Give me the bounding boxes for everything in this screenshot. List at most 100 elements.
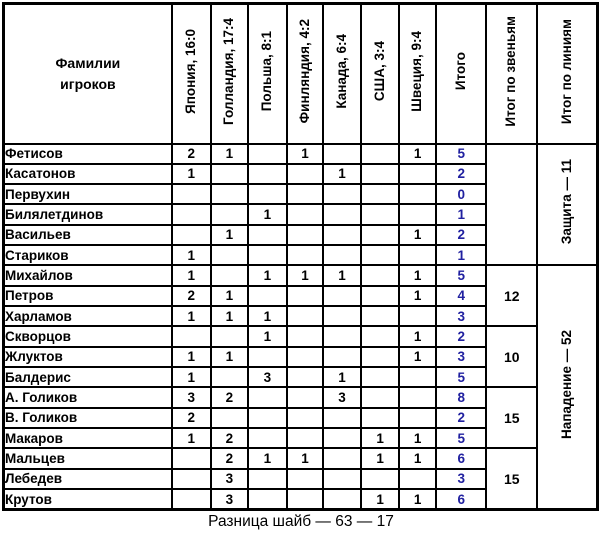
goal-cell — [246, 427, 288, 450]
goal-cell — [285, 467, 325, 491]
goal-cell: 1 — [398, 447, 438, 470]
total-column-header: Итого — [435, 2, 488, 145]
goal-cell — [246, 284, 288, 308]
match-column-header: Швеция, 9:4 — [398, 2, 438, 145]
line-total-column-header: Итог по линиям — [536, 2, 599, 145]
goal-cell: 2 — [209, 447, 249, 470]
goal-cell — [285, 305, 325, 328]
goal-cell — [246, 223, 288, 247]
total-cell: 2 — [435, 325, 488, 348]
goal-cell — [321, 183, 363, 206]
goal-cell: 1 — [398, 427, 438, 450]
player-name-cell: Скворцов — [2, 325, 173, 348]
goal-cell: 1 — [246, 305, 288, 328]
goal-cell: 1 — [398, 142, 438, 165]
goal-cell — [285, 244, 325, 267]
line-total-cell: Защита — 11 — [536, 142, 599, 267]
total-cell: 6 — [435, 447, 488, 470]
total-cell: 3 — [435, 305, 488, 328]
goal-cell — [360, 345, 401, 369]
goal-cell — [170, 223, 212, 247]
match-column-header-label: Канада, 6:4 — [333, 33, 349, 109]
goal-cell: 1 — [398, 325, 438, 348]
match-column-header-label: Голландия, 17:4 — [220, 17, 236, 125]
goal-cell — [360, 183, 401, 206]
player-name-cell: Макаров — [2, 427, 173, 450]
goal-cell — [321, 223, 363, 247]
goal-cell — [398, 203, 438, 226]
goal-cell: 1 — [360, 447, 401, 470]
total-cell: 6 — [435, 488, 488, 511]
match-column-header-label: США, 3:4 — [371, 41, 387, 102]
goal-cell — [246, 244, 288, 267]
total-cell: 2 — [435, 406, 488, 430]
total-cell: 1 — [435, 203, 488, 226]
table-row: Харламов 1 1 1 3 — [2, 305, 598, 328]
goal-cell: 2 — [209, 386, 249, 409]
unit-total-cell: 15 — [485, 386, 539, 450]
player-name-cell: Крутов — [2, 488, 173, 511]
goal-cell — [246, 386, 288, 409]
goal-cell: 1 — [170, 162, 212, 186]
total-cell: 2 — [435, 223, 488, 247]
total-cell: 0 — [435, 183, 488, 206]
goal-cell: 1 — [398, 264, 438, 287]
goal-cell — [285, 488, 325, 511]
player-name-cell: В. Голиков — [2, 406, 173, 430]
goal-cell: 2 — [209, 427, 249, 450]
goal-cell — [360, 325, 401, 348]
unit-total-cell: 10 — [485, 325, 539, 389]
goal-cell — [360, 223, 401, 247]
goal-cell: 1 — [170, 427, 212, 450]
goal-cell — [209, 183, 249, 206]
player-name-cell: Михайлов — [2, 264, 173, 287]
goal-cell — [321, 406, 363, 430]
player-name-cell: Жлуктов — [2, 345, 173, 369]
goal-cell: 2 — [170, 406, 212, 430]
goal-cell: 1 — [398, 284, 438, 308]
table-row: Васильев 1 1 2 — [2, 223, 598, 247]
goal-cell: 1 — [246, 203, 288, 226]
goal-cell — [209, 366, 249, 389]
match-column-header: Япония, 16:0 — [170, 2, 212, 145]
goal-cell — [246, 406, 288, 430]
goal-cell — [246, 467, 288, 491]
goal-cell: 1 — [209, 345, 249, 369]
table-caption: Разница шайб — 63 — 17 — [208, 513, 394, 530]
goal-cell — [398, 162, 438, 186]
goal-cell: 1 — [209, 284, 249, 308]
table-row: Первухин 0 — [2, 183, 598, 206]
total-cell: 5 — [435, 264, 488, 287]
total-cell: 5 — [435, 142, 488, 165]
unit-total-column-header-label: Итог по звеньям — [503, 15, 519, 127]
line-total-label: Нападение — 52 — [558, 330, 574, 440]
goal-cell — [398, 386, 438, 409]
player-name-cell: Фетисов — [2, 142, 173, 165]
goal-cell: 1 — [360, 427, 401, 450]
goal-cell — [321, 284, 363, 308]
goal-cell: 1 — [209, 142, 249, 165]
goal-cell — [209, 203, 249, 226]
goal-cell — [398, 406, 438, 430]
table-row: А. Голиков 3 2 3 8 15 — [2, 386, 598, 450]
goal-cell — [285, 366, 325, 389]
total-cell: 3 — [435, 467, 488, 491]
goal-cell: 1 — [170, 244, 212, 267]
table-row: Жлуктов 1 1 1 3 — [2, 345, 598, 369]
goal-cell: 3 — [209, 467, 249, 491]
goal-cell: 1 — [398, 488, 438, 511]
goal-cell: 1 — [246, 325, 288, 348]
goal-cell — [285, 162, 325, 186]
goal-cell — [398, 183, 438, 206]
goal-cell: 1 — [246, 264, 288, 287]
goal-cell — [285, 203, 325, 226]
goal-cell — [285, 183, 325, 206]
total-cell: 8 — [435, 386, 488, 409]
match-column-header-label: Япония, 16:0 — [182, 28, 198, 114]
goals-table: Фамилии игроков Япония, 16:0 Голландия, 17… — [2, 2, 599, 511]
total-cell: 4 — [435, 284, 488, 308]
goal-cell — [285, 284, 325, 308]
goal-cell: 3 — [246, 366, 288, 389]
table-row: Крутов 3 1 1 6 — [2, 488, 598, 511]
total-cell: 1 — [435, 244, 488, 267]
